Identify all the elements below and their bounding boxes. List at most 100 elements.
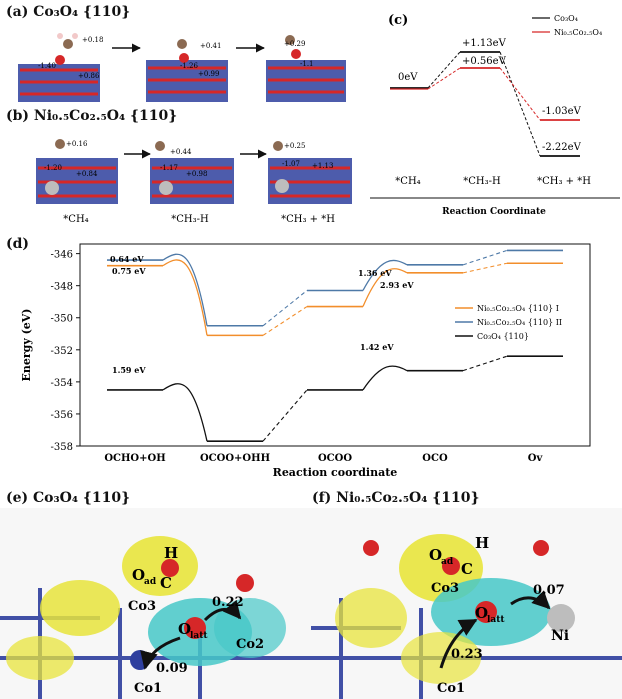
value-1-13: +1.13eV (462, 38, 507, 49)
series-1-connector-2 (362, 259, 408, 291)
x-tick-label-2: OCOO (318, 453, 352, 464)
x-tick-label-1: OCOO+OHH (200, 453, 270, 464)
y-axis-label: Energy (eV) (20, 308, 33, 381)
x-ticks: OCHO+OH OCOO+OHH OCOO OCO Ov (104, 453, 543, 464)
charge-a2: -1.40 (38, 62, 56, 70)
legend-ni-text: Ni₀.₅Co₂.₅O₄ (554, 28, 602, 37)
xtick-c1: *CH₄ (395, 176, 420, 187)
charge-a3: +0.86 (78, 72, 100, 80)
panel-b-structures: +0.16 -1.20 +0.84 +0.44 -1.17 +0.98 +0.2… (36, 139, 352, 225)
value-f2: 0.23 (451, 647, 483, 662)
atom-olatt-e-sub: latt (190, 631, 208, 641)
charge-b5: -1.17 (160, 164, 178, 172)
atom-c-f: C (461, 560, 473, 578)
panel-d-label: (d) (6, 236, 30, 252)
slab-b2 (150, 141, 234, 204)
charge-a4: +0.41 (200, 42, 221, 50)
barrier-label-4: 2.93 eV (380, 280, 414, 290)
charge-a8: -1.1 (300, 60, 314, 68)
barrier-label-2: 1.59 eV (112, 365, 146, 375)
x-tick-label-3: OCO (422, 453, 448, 464)
y-tick-label-3: -352 (51, 346, 73, 357)
value-0ev: 0eV (398, 72, 418, 83)
panel-f-density: H O ad C Co3 O latt Ni Co1 0.07 0.23 (311, 508, 622, 699)
plot-frame (79, 243, 591, 447)
atom-oad-f-sub: ad (441, 557, 454, 567)
charge-b7: +0.25 (284, 142, 305, 150)
charge-a1: +0.18 (82, 36, 103, 44)
series-2-connector-1 (262, 389, 308, 442)
series-1-connector-3 (462, 249, 508, 266)
panel-e-label: (e) Co₃O₄ {110} (6, 490, 131, 506)
legend: Ni₀.₅Co₂.₅O₄ {110} I Ni₀.₅Co₂.₅O₄ {110} I… (455, 304, 562, 341)
charge-a6: +0.99 (198, 70, 219, 78)
panel-a-structures: +0.18 -1.40 +0.86 +0.41 -1.26 +0.99 +0.2… (18, 33, 346, 102)
charge-b9: +1.13 (312, 162, 333, 170)
atom-oad-f: O (429, 546, 442, 564)
panel-d-chart: -346-348-350-352-354-356-358 OCHO+OH OCOO… (20, 243, 591, 479)
atom-co3-e: Co3 (128, 599, 156, 614)
slab-a2 (146, 39, 228, 102)
slab-a3 (266, 35, 346, 102)
x-tick-label-0: OCHO+OH (104, 453, 165, 464)
atom-co1-f: Co1 (437, 681, 465, 696)
atom-ni-f: Ni (551, 628, 569, 644)
legend-text-0: Ni₀.₅Co₂.₅O₄ {110} I (477, 304, 559, 313)
value-0-56: +0.56eV (462, 56, 507, 67)
value-e1: 0.22 (212, 595, 244, 610)
y-tick-label-6: -358 (51, 442, 73, 453)
atom-co2-e: Co2 (236, 637, 264, 652)
atom-h-f: H (475, 534, 489, 552)
legend-co3o4-text: Co₃O₄ (554, 14, 578, 23)
y-tick-label-4: -354 (51, 378, 73, 389)
slab-a1 (18, 33, 100, 102)
panel-c-xlabel: Reaction Coordinate (442, 207, 546, 217)
series-group (107, 249, 563, 442)
xtick-c3: *CH₃ + *H (537, 176, 591, 187)
slab-b3 (268, 141, 352, 204)
panel-f-label: (f) Ni₀.₅Co₂.₅O₄ {110} (312, 490, 480, 506)
atom-co3-f: Co3 (431, 581, 459, 596)
value-f1: 0.07 (533, 583, 565, 598)
atom-olatt-f-sub: latt (487, 615, 505, 625)
series-0-connector-1 (262, 306, 308, 336)
series-1-connector-0 (162, 253, 208, 326)
value-e2: 0.09 (156, 661, 188, 676)
y-ticks: -346 -348 -350 -352 -354 -356 -358 (51, 250, 80, 453)
charge-b1: +0.16 (66, 140, 88, 148)
series-1-connector-1 (262, 290, 308, 327)
panel-e-density: H O ad C Co3 O latt Co2 Co1 0.22 0.09 (0, 508, 311, 699)
barrier-label-1: 0.75 eV (112, 266, 146, 276)
y-tick-label-1: -348 (51, 282, 73, 293)
value-neg2-22: -2.22eV (542, 142, 582, 153)
barrier-label-0: 0.64 eV (110, 254, 144, 264)
barrier-labels: 0.64 eV 0.75 eV 1.59 eV 1.36 eV 2.93 eV 1.42 … (110, 254, 414, 375)
atom-h-e: H (164, 544, 178, 562)
series-2-connector-3 (462, 355, 508, 372)
panel-c-diagram: (c) Co₃O₄ Ni₀.₅Co₂.₅O₄ 0eV +1.13eV +0.56… (370, 13, 620, 217)
y-tick-label-5: -356 (51, 410, 73, 421)
series-0-connector-0 (162, 259, 208, 336)
atom-oad-e-sub: ad (144, 577, 157, 587)
atom-oad-e: O (132, 566, 145, 584)
x-tick-label-4: Ov (528, 453, 544, 464)
series-0-connector-2 (362, 268, 408, 307)
charge-a7: +0.29 (284, 40, 305, 48)
series-2-connector-2 (362, 365, 408, 391)
value-neg1-03: -1.03eV (542, 106, 582, 117)
charge-b8: -1.07 (282, 160, 300, 168)
atom-co1-e: Co1 (134, 681, 162, 696)
atom-c-e: C (160, 574, 172, 592)
panel-a-label: (a) Co₃O₄ {110} (6, 4, 131, 20)
legend-text-2: Co₃O₄ {110} (477, 332, 529, 341)
state-b3: *CH₃ + *H (281, 214, 335, 225)
series-0-connector-3 (462, 262, 508, 274)
state-b2: *CH₃-H (171, 214, 209, 225)
barrier-label-3: 1.36 eV (358, 268, 392, 278)
y-tick-label-0: -346 (51, 250, 73, 261)
y-tick-label-2: -350 (51, 314, 73, 325)
xtick-c2: *CH₃-H (463, 176, 501, 187)
charge-b2: -1.20 (44, 164, 62, 172)
atom-olatt-e: O (178, 620, 191, 638)
charge-b6: +0.98 (186, 170, 207, 178)
